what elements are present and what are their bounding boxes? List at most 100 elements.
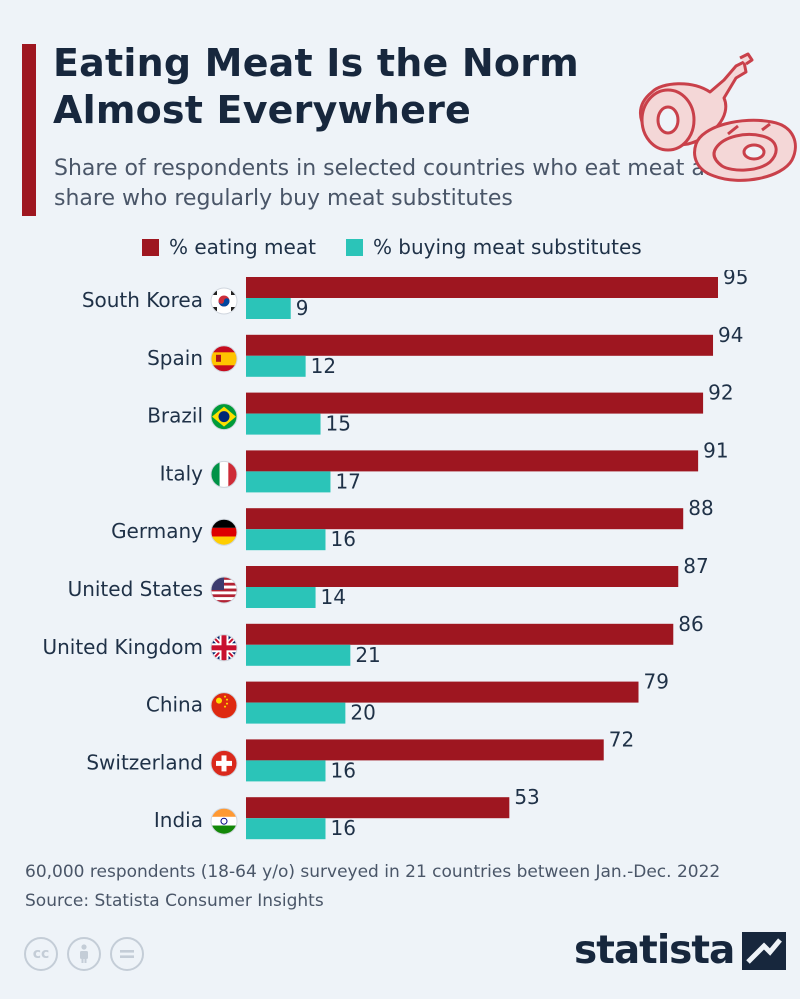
category-label: Germany [111,519,203,543]
chart-row: Spain 94 12 [147,323,743,378]
brand-name: statista [574,928,735,973]
data-label: 14 [321,585,346,609]
statista-mark-icon [742,931,787,970]
bar-buying-substitutes [246,818,326,840]
chart-row: United States 87 14 [68,554,709,609]
data-label: 94 [718,323,743,347]
source-note: Source: Statista Consumer Insights [25,891,324,911]
legend-label-buying-substitutes: % buying meat substitutes [372,235,642,259]
bar-buying-substitutes [246,413,321,435]
chart-row: China 79 20 [146,670,669,725]
data-label: 20 [350,701,375,725]
no-derivatives-icon [110,937,144,971]
chart-row: United Kingdom 86 21 [42,612,703,667]
category-label: United States [68,577,203,601]
title-accent-bar [22,44,36,216]
data-label: 15 [326,412,351,436]
switzerland-flag-icon-border [210,749,238,777]
bar-chart: South Korea 95 9 Spain 94 12 Brazil 92 15 Italy 91… [42,270,749,840]
germany-flag-icon-group [210,518,238,546]
legend-swatch-eating-meat [142,238,159,256]
bar-eating-meat [246,566,679,587]
bar-eating-meat [246,623,674,645]
bar-buying-substitutes [246,702,346,724]
bar-eating-meat [246,739,604,761]
category-label: Switzerland [86,750,203,774]
chart-legend: % eating meat % buying meat substitutes [142,234,672,260]
chart-footnote: 60,000 respondents (18-64 y/o) surveyed … [25,858,795,916]
chart-row: Brazil 92 15 [147,381,733,436]
category-label: China [146,693,203,717]
page-subtitle: Share of respondents in selected countri… [54,156,733,211]
chart-row: Germany 88 16 [111,496,714,551]
data-label: 95 [723,270,748,289]
brazil-flag-icon-group [210,403,238,431]
data-label: 87 [683,554,708,578]
data-label: 79 [644,670,669,694]
legend-label-eating-meat: % eating meat [169,235,316,259]
data-label: 12 [311,354,336,378]
bar-eating-meat [246,508,684,530]
survey-note: 60,000 respondents (18-64 y/o) surveyed … [25,862,721,882]
bar-buying-substitutes [246,471,331,493]
spain-flag-icon-border [210,345,238,373]
data-label: 91 [703,438,728,462]
united-states-flag-icon-group [210,576,238,604]
data-label: 72 [609,727,634,751]
india-flag-icon-border [210,807,238,835]
data-label: 9 [296,296,309,320]
spain-flag-icon [211,345,237,372]
south-korea-flag-icon-group [210,287,238,315]
united-kingdom-flag-icon-border [210,634,238,662]
bar-eating-meat [246,450,699,472]
category-label: Italy [160,461,204,485]
chart-row: South Korea 95 9 [82,270,749,320]
switzerland-flag-icon [211,750,237,777]
china-flag-icon-border [210,692,238,720]
bar-eating-meat [246,277,718,298]
italy-flag-icon-group [210,460,238,488]
united-kingdom-flag-icon-group [210,634,238,662]
italy-flag-icon [211,461,237,488]
italy-flag-icon-border [210,460,238,488]
data-label: 16 [330,816,355,840]
south-korea-flag-icon-border [210,287,238,315]
india-flag-icon-group [210,807,238,835]
data-label: 16 [330,527,355,551]
category-label: South Korea [82,288,203,312]
bar-buying-substitutes [246,298,291,319]
page-title: Eating Meat Is the Norm Almost Everywher… [53,41,579,132]
united-states-flag-icon [211,577,237,603]
legend-swatch-buying-substitutes [345,238,363,256]
statista-logo[interactable]: statista [574,928,787,973]
bar-buying-substitutes [246,355,306,377]
bar-eating-meat [246,681,639,703]
switzerland-flag-icon-group [210,749,238,777]
category-label: India [154,808,203,832]
chart-row: India 53 16 [154,785,540,840]
data-label: 53 [514,785,539,809]
data-label: 17 [335,469,360,493]
category-label: Spain [147,346,203,370]
data-label: 16 [330,758,355,782]
attribution-icon [67,937,101,971]
bar-buying-substitutes [246,760,326,782]
india-flag-icon [211,808,237,835]
bar-buying-substitutes [246,644,351,666]
bar-buying-substitutes [246,529,326,551]
bar-eating-meat [246,334,714,356]
brazil-flag-icon-border [210,403,238,431]
legend-item-eating-meat: % eating meat [142,235,316,259]
spain-flag-icon-group [210,345,238,373]
data-label: 86 [678,612,703,636]
united-kingdom-flag-icon [211,634,237,661]
bar-eating-meat [246,797,510,819]
china-flag-icon [211,692,237,719]
data-label: 92 [708,381,733,405]
chart-row: Switzerland 72 16 [86,727,634,782]
united-states-flag-icon-border [210,576,238,604]
china-flag-icon-group [210,692,238,720]
germany-flag-icon [211,519,237,546]
bar-buying-substitutes [246,587,316,608]
data-label: 88 [688,496,713,520]
